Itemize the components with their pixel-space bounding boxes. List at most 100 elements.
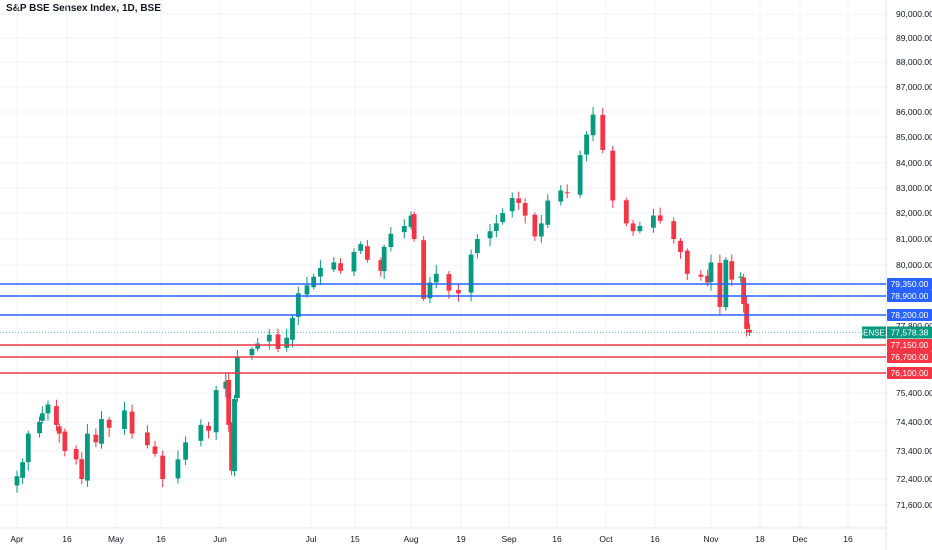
candle[interactable] — [657, 207, 663, 224]
candle[interactable] — [378, 257, 384, 277]
candle[interactable] — [630, 219, 636, 236]
candle[interactable] — [232, 394, 237, 477]
candle[interactable] — [122, 401, 127, 435]
candle[interactable] — [401, 219, 407, 239]
candle[interactable] — [729, 254, 735, 287]
candle[interactable] — [129, 404, 135, 439]
candle[interactable] — [249, 346, 255, 360]
candle[interactable] — [364, 240, 370, 263]
candle[interactable] — [175, 450, 181, 484]
candle[interactable] — [93, 428, 99, 448]
candle[interactable] — [600, 107, 606, 154]
candle[interactable] — [671, 217, 677, 244]
candle[interactable] — [577, 150, 583, 198]
candle[interactable] — [62, 428, 68, 457]
candle[interactable] — [304, 277, 310, 298]
candle[interactable] — [54, 399, 59, 431]
candle[interactable] — [623, 197, 629, 227]
candle[interactable] — [358, 241, 364, 255]
candle[interactable] — [408, 211, 414, 230]
candle[interactable] — [427, 276, 433, 304]
candle[interactable] — [522, 198, 528, 224]
candle[interactable] — [564, 184, 570, 199]
candle[interactable] — [446, 270, 452, 299]
candle[interactable] — [493, 214, 499, 238]
candle[interactable] — [318, 260, 323, 285]
y-tick-label: 80,000.00 — [896, 260, 932, 270]
support-level-badge — [887, 339, 932, 351]
candle[interactable] — [590, 106, 596, 142]
candle[interactable] — [421, 236, 427, 302]
candle[interactable] — [229, 422, 234, 476]
candle[interactable] — [351, 248, 357, 276]
candle[interactable] — [213, 385, 219, 441]
candle[interactable] — [99, 411, 104, 449]
candle-body — [522, 202, 528, 216]
candle[interactable] — [411, 211, 417, 242]
candle[interactable] — [741, 273, 747, 313]
candle[interactable] — [25, 430, 31, 471]
candle[interactable] — [14, 470, 20, 493]
candle[interactable] — [206, 421, 211, 439]
candle[interactable] — [500, 208, 506, 225]
candle[interactable] — [468, 249, 474, 302]
candle[interactable] — [45, 400, 51, 421]
candle[interactable] — [487, 224, 493, 247]
candle[interactable] — [747, 323, 752, 336]
candle[interactable] — [558, 185, 564, 206]
candle[interactable] — [474, 234, 480, 259]
candle[interactable] — [284, 328, 290, 352]
candle[interactable] — [509, 192, 515, 218]
candle[interactable] — [223, 372, 229, 398]
candle[interactable] — [160, 450, 166, 488]
candle[interactable] — [275, 328, 281, 352]
candle[interactable] — [338, 258, 343, 274]
candle[interactable] — [37, 416, 42, 438]
candle[interactable] — [226, 372, 232, 432]
candle[interactable] — [85, 424, 90, 487]
candle[interactable] — [56, 423, 62, 443]
candle[interactable] — [183, 436, 188, 465]
candle[interactable] — [198, 419, 204, 447]
candle[interactable] — [235, 349, 240, 403]
candle[interactable] — [388, 226, 394, 252]
candle[interactable] — [20, 458, 26, 484]
candle[interactable] — [678, 237, 683, 259]
candle[interactable] — [39, 406, 45, 424]
candle[interactable] — [144, 425, 150, 449]
last-price-badge — [887, 326, 932, 339]
candle[interactable] — [532, 212, 538, 241]
candle[interactable] — [684, 248, 690, 281]
candle[interactable] — [545, 194, 551, 228]
candle[interactable] — [651, 208, 656, 233]
candle[interactable] — [266, 329, 272, 350]
candle[interactable] — [584, 131, 589, 162]
candle[interactable] — [516, 191, 522, 210]
candle[interactable] — [381, 244, 387, 280]
candle[interactable] — [311, 273, 317, 290]
candle[interactable] — [744, 296, 749, 337]
candle[interactable] — [106, 416, 112, 437]
candle[interactable] — [152, 440, 158, 457]
candle-body — [45, 404, 51, 414]
candle[interactable] — [610, 145, 616, 209]
candle[interactable] — [73, 445, 79, 465]
candle-body — [183, 442, 188, 460]
candle[interactable] — [698, 269, 704, 281]
candle[interactable] — [637, 221, 643, 234]
candle[interactable] — [295, 286, 301, 326]
candle[interactable] — [456, 284, 461, 302]
candle[interactable] — [708, 254, 714, 291]
candle-body — [175, 459, 181, 479]
candle[interactable] — [331, 257, 337, 273]
candle[interactable] — [290, 314, 295, 348]
candle-body — [623, 200, 629, 224]
candle-body — [538, 223, 544, 237]
candle[interactable] — [79, 452, 85, 484]
x-tick-label: 16 — [62, 534, 72, 544]
candle-body — [637, 226, 643, 232]
candle[interactable] — [738, 272, 744, 283]
candle[interactable] — [538, 214, 544, 243]
candle-body — [106, 419, 112, 428]
